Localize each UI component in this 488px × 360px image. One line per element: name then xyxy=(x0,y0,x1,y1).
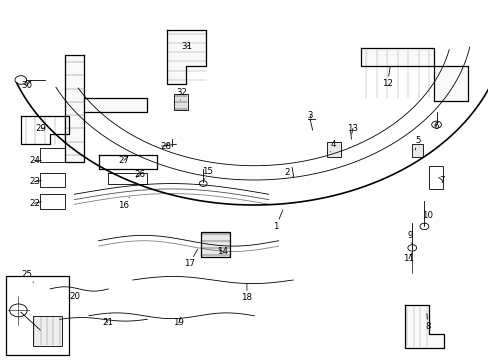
Polygon shape xyxy=(84,98,147,112)
Text: 1: 1 xyxy=(273,210,282,231)
Bar xyxy=(411,144,422,157)
Text: 29: 29 xyxy=(36,124,46,133)
Text: 3: 3 xyxy=(307,111,312,120)
Text: 5: 5 xyxy=(414,136,420,150)
Text: 10: 10 xyxy=(422,211,432,223)
Text: 2: 2 xyxy=(284,168,292,177)
Polygon shape xyxy=(361,48,467,102)
Text: 22: 22 xyxy=(29,199,41,208)
Text: 13: 13 xyxy=(346,124,358,134)
Text: 32: 32 xyxy=(176,88,187,100)
Polygon shape xyxy=(64,55,84,162)
Text: 18: 18 xyxy=(241,283,252,302)
Text: 8: 8 xyxy=(424,314,429,331)
Text: 30: 30 xyxy=(21,81,32,90)
Text: 20: 20 xyxy=(70,288,81,301)
Text: 15: 15 xyxy=(202,167,213,179)
Text: 9: 9 xyxy=(407,231,412,245)
Text: 24: 24 xyxy=(29,156,41,165)
Text: 17: 17 xyxy=(183,249,197,269)
Bar xyxy=(201,232,229,257)
Text: 23: 23 xyxy=(29,177,41,186)
Text: 14: 14 xyxy=(216,247,227,256)
Text: 27: 27 xyxy=(118,156,129,165)
Text: 11: 11 xyxy=(403,253,413,263)
Bar xyxy=(174,94,187,111)
Text: 21: 21 xyxy=(102,318,113,327)
Bar xyxy=(428,166,442,189)
Text: 12: 12 xyxy=(381,67,392,88)
Bar xyxy=(326,143,340,157)
Polygon shape xyxy=(404,305,443,348)
Text: 28: 28 xyxy=(160,141,171,150)
Text: 7: 7 xyxy=(438,176,444,185)
Bar xyxy=(33,316,62,346)
Text: 31: 31 xyxy=(181,41,192,50)
FancyBboxPatch shape xyxy=(6,276,69,355)
Text: 4: 4 xyxy=(329,140,336,152)
Text: 19: 19 xyxy=(173,317,184,327)
Text: 26: 26 xyxy=(134,170,145,179)
Text: 6: 6 xyxy=(433,122,438,131)
Polygon shape xyxy=(166,30,205,84)
Text: 25: 25 xyxy=(21,270,34,283)
Text: 16: 16 xyxy=(118,197,129,210)
